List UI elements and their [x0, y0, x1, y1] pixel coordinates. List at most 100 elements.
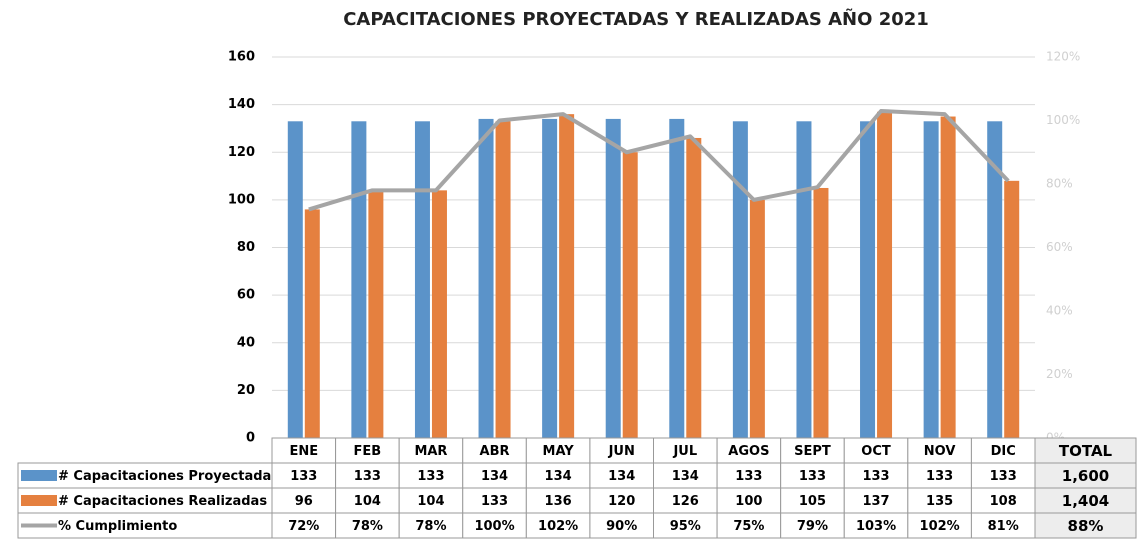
table-cell: [780, 487, 845, 514]
total-value: 1,600: [1062, 467, 1109, 485]
bar: [732, 121, 748, 438]
y2-tick-label: 120%: [1046, 50, 1080, 64]
table-cell: [843, 512, 909, 539]
y-tick-label: 80: [237, 240, 255, 255]
table-cell: [780, 462, 845, 489]
table-value: 134: [672, 469, 699, 484]
total-value: 88%: [1068, 517, 1104, 535]
total-cell: [1034, 437, 1137, 464]
table-cell: [653, 437, 718, 464]
y2-tick-label: 60%: [1046, 240, 1073, 254]
bar: [796, 121, 812, 438]
table-value: 134: [608, 469, 635, 484]
y2-tick-label: 20%: [1046, 367, 1073, 381]
table-cell: [843, 437, 909, 464]
table-cell: [589, 512, 655, 539]
bar: [749, 199, 765, 438]
y-tick-label: 160: [228, 50, 255, 65]
y2-tick-label: 40%: [1046, 304, 1073, 318]
total-cell: [1034, 462, 1137, 489]
y-tick-label: 60: [237, 288, 255, 303]
x-tick-label: JUN: [608, 444, 635, 459]
table-value: 133: [735, 469, 762, 484]
bar: [287, 121, 303, 438]
bar: [605, 118, 621, 438]
x-tick-label: DIC: [991, 444, 1016, 459]
table-cell: [335, 437, 400, 464]
table-value: 79%: [797, 519, 828, 534]
x-tick-label: ENE: [289, 444, 318, 459]
table-value: 133: [926, 469, 953, 484]
legend-label: % Cumplimiento: [58, 519, 177, 534]
table-cell: [970, 462, 1036, 489]
table-cell: [398, 512, 464, 539]
table-value: 75%: [733, 519, 764, 534]
bar: [669, 118, 685, 438]
table-value: 78%: [352, 519, 383, 534]
table-cell: [462, 512, 527, 539]
table-value: 133: [862, 469, 889, 484]
bar: [368, 190, 384, 438]
x-tick-label: NOV: [924, 444, 956, 459]
table-cell: [589, 462, 655, 489]
table-value: 102%: [920, 519, 960, 534]
table-value: 133: [481, 494, 508, 509]
table-value: 96: [295, 494, 313, 509]
table-value: 100: [735, 494, 762, 509]
bar: [1004, 180, 1020, 438]
bar: [478, 118, 494, 438]
table-cell: [335, 512, 400, 539]
table-value: 72%: [288, 519, 319, 534]
table-value: 105: [799, 494, 826, 509]
y-tick-label: 40: [237, 335, 255, 350]
table-cell: [525, 512, 591, 539]
chart-title: CAPACITACIONES PROYECTADAS Y REALIZADAS …: [343, 7, 929, 30]
table-value: 95%: [670, 519, 701, 534]
table-cell: [17, 462, 273, 489]
bar: [877, 111, 893, 439]
table-cell: [525, 462, 591, 489]
table-value: 104: [417, 494, 444, 509]
y-tick-label: 120: [228, 145, 255, 160]
table-value: 137: [862, 494, 889, 509]
y-tick-label: 100: [228, 192, 255, 207]
table-cell: [462, 487, 527, 514]
table-cell: [398, 487, 464, 514]
table-cell: [335, 462, 400, 489]
line: [308, 108, 1010, 212]
table-cell: [398, 462, 464, 489]
x-tick-label: FEB: [354, 444, 382, 459]
x-tick-label: JUL: [672, 444, 697, 459]
y2-tick-label: 80%: [1046, 177, 1073, 191]
table-value: 102%: [538, 519, 578, 534]
bar: [304, 209, 320, 438]
legend-label: # Capacitaciones Proyectadas: [58, 469, 279, 484]
table-value: 104: [354, 494, 381, 509]
bar: [686, 137, 702, 438]
table-cell: [970, 512, 1036, 539]
total-cell: [1034, 512, 1137, 539]
table-cell: [716, 487, 782, 514]
legend-key: [21, 495, 57, 506]
table-cell: [716, 512, 782, 539]
x-tick-label: SEPT: [794, 444, 831, 459]
table-cell: [907, 512, 972, 539]
table-value: 108: [990, 494, 1017, 509]
table-cell: [716, 437, 782, 464]
y-tick-label: 140: [228, 97, 255, 112]
bar: [923, 121, 939, 438]
table-value: 133: [354, 469, 381, 484]
bar: [495, 121, 511, 438]
table-value: 90%: [606, 519, 637, 534]
table-cell: [653, 512, 718, 539]
total-header: TOTAL: [1059, 442, 1113, 460]
table-value: 133: [799, 469, 826, 484]
table-cell: [462, 462, 527, 489]
table-cell: [589, 487, 655, 514]
table-value: 134: [545, 469, 572, 484]
table-value: 133: [990, 469, 1017, 484]
table-value: 133: [417, 469, 444, 484]
table-value: 120: [608, 494, 635, 509]
table-value: 78%: [415, 519, 446, 534]
